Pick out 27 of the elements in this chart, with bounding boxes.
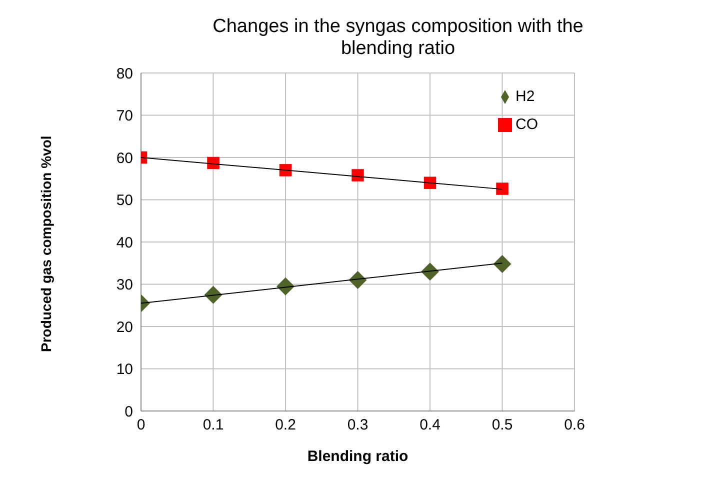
y-tick-label: 0 <box>124 403 133 420</box>
x-tick-label: 0.3 <box>347 416 368 434</box>
y-tick-label: 40 <box>116 234 133 252</box>
legend-label: CO <box>516 116 538 133</box>
point <box>424 176 436 189</box>
y-tick-label: 30 <box>116 276 133 294</box>
point <box>207 156 220 170</box>
point <box>496 182 508 195</box>
y-tick-label: 80 <box>116 65 133 82</box>
y-tick-label: 10 <box>116 361 133 378</box>
x-tick-label: 0.6 <box>564 416 585 434</box>
x-axis-title: Blending ratio <box>307 448 408 465</box>
x-tick-label: 0.1 <box>202 416 224 434</box>
point <box>352 169 364 182</box>
y-axis-title: Produced gas composition %vol <box>38 136 54 352</box>
chart-title: Changes in the syngas composition with the blending ratio <box>212 16 584 60</box>
y-tick-label: 70 <box>116 108 133 125</box>
point <box>493 254 512 273</box>
x-tick-label: 0.2 <box>275 416 296 434</box>
x-tick-label: 0.5 <box>492 416 513 434</box>
y-tick-label: 50 <box>116 192 133 210</box>
x-tick-label: 0 <box>136 416 146 434</box>
y-tick-label: 60 <box>116 150 133 167</box>
point <box>279 164 292 176</box>
legend-label: H2 <box>516 88 535 105</box>
x-tick-label: 0.4 <box>420 416 440 434</box>
y-tick-label: 20 <box>116 318 133 336</box>
